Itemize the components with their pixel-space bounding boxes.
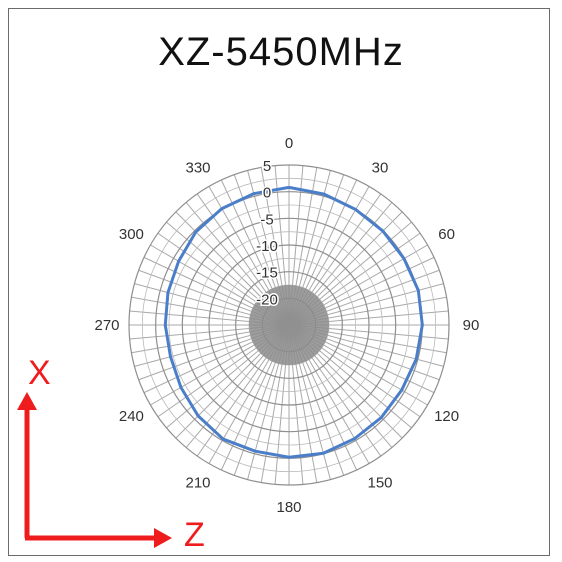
angle-tick-labels: 0 30 60 90 120 150 180 210 240 270 300 330 — [94, 135, 479, 516]
series-layer — [163, 185, 424, 459]
radial-tick-label: 5 — [263, 158, 271, 175]
grid-ring-minor — [195, 231, 383, 419]
angle-tick-label: 330 — [185, 159, 210, 176]
radial-tick-label: -20 — [256, 291, 278, 308]
chart-frame — [8, 8, 550, 556]
z-axis-label: Z — [184, 516, 205, 554]
x-axis-label: X — [28, 354, 51, 392]
grid-ring-major — [181, 217, 397, 433]
angle-tick-label: 300 — [119, 226, 144, 243]
radial-tick-label: -10 — [256, 238, 278, 255]
angle-tick-label: 270 — [94, 317, 119, 334]
grid-ring-major — [235, 271, 343, 379]
center-dense-grid — [249, 285, 329, 365]
grid-ring-major — [208, 244, 370, 406]
angle-tick-label: 210 — [185, 475, 210, 492]
grid-ring-minor — [168, 204, 410, 446]
radial-tick-labels: 5 0 -5 -10 -15 -20 — [255, 157, 280, 310]
angle-tick-label: 60 — [438, 226, 455, 243]
radial-tick-label: -15 — [256, 265, 278, 282]
angle-tick-label: 120 — [434, 408, 459, 425]
grid-ring-major — [128, 164, 450, 486]
x-axis-arrowhead — [17, 392, 37, 410]
angle-tick-label: 240 — [119, 408, 144, 425]
radial-tick-label: 0 — [263, 185, 271, 202]
radial-tick-label: -5 — [260, 211, 273, 228]
series-line — [163, 185, 424, 459]
angle-tick-label: 30 — [372, 159, 389, 176]
angle-tick-label: 90 — [463, 317, 480, 334]
z-axis-arrowhead — [154, 528, 172, 548]
angle-tick-label: 0 — [285, 135, 293, 152]
angle-tick-label: 150 — [367, 475, 392, 492]
center-shading — [249, 285, 329, 365]
grid-ring-minor — [141, 177, 437, 473]
chart-title: XZ-5450MHz — [158, 30, 404, 74]
angle-tick-label: 180 — [276, 499, 301, 516]
grid-ring-minor — [221, 257, 357, 393]
